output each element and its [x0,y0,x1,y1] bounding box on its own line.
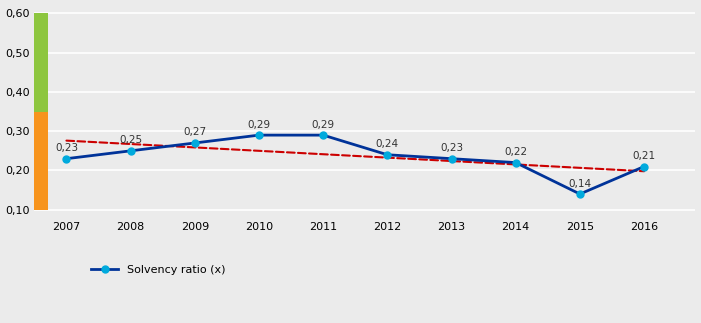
Text: 0,24: 0,24 [376,139,399,149]
Text: 0,23: 0,23 [55,143,78,153]
Text: 0,14: 0,14 [569,179,592,189]
Legend: Solvency ratio (x): Solvency ratio (x) [86,260,230,280]
Text: 0,29: 0,29 [312,120,335,130]
Text: 0,22: 0,22 [504,147,527,157]
Text: 0,23: 0,23 [440,143,463,153]
Text: 0,27: 0,27 [183,128,206,138]
Text: 0,25: 0,25 [119,135,142,145]
Text: 0,29: 0,29 [247,120,271,130]
Text: 0,21: 0,21 [632,151,655,161]
